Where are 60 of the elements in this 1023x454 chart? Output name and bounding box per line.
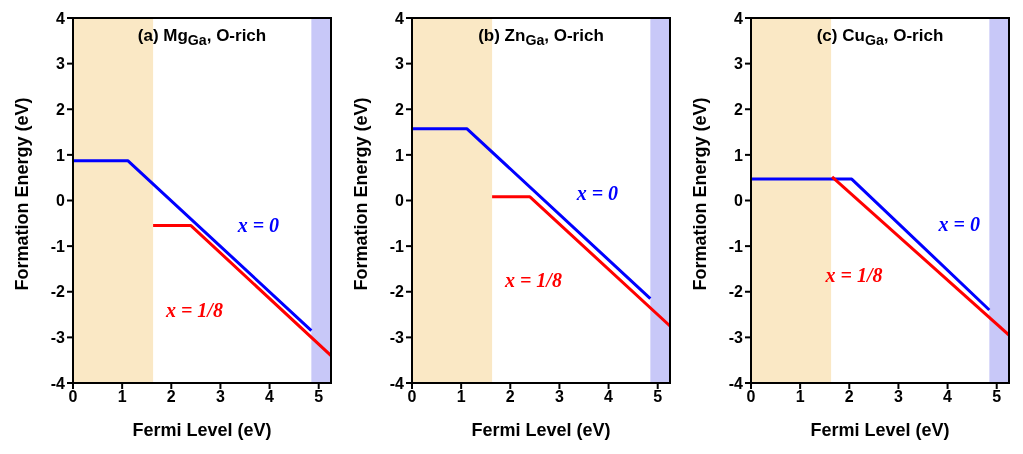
y-tick-label: 4 [734,9,744,27]
x-axis-title: Fermi Level (eV) [132,420,272,440]
y-tick-label: -1 [50,237,66,255]
y-tick-label: 4 [56,9,66,27]
y-tick-label: -2 [728,283,744,301]
text: (a) Mg$_{Ga}$, O-rich [136,26,268,49]
y-tick-label: -4 [50,374,66,392]
y-tick-label: 0 [395,192,405,210]
x-tick-label: 3 [215,388,225,406]
y-axis-title: Formation Energy (eV) [351,97,372,291]
y-axis-title: Formation Energy (eV) [12,97,33,291]
y-tick-label: 3 [56,55,66,73]
y-tick-label: 2 [395,100,405,118]
x-tick-label: 0 [746,388,756,406]
y-tick-label: -1 [389,237,405,255]
series-label: x = 1/8 [165,298,223,322]
x-tick-label: 3 [554,388,564,406]
y-tick-label: 1 [56,146,66,164]
x-axis-title: Fermi Level (eV) [810,420,950,440]
y-tick-label: 0 [734,192,744,210]
y-tick-label: -2 [389,283,405,301]
x-tick-label: 5 [314,388,324,406]
y-tick-label: 4 [395,9,405,27]
series-label: x = 0 [938,212,980,236]
series-label: x = 0 [237,213,280,237]
y-tick-label: 1 [734,146,744,164]
x-tick-label: 4 [943,388,953,406]
x-tick-label: 5 [653,388,663,406]
y-tick-label: 3 [734,55,744,73]
y-tick-label: 1 [395,146,405,164]
x-tick-label: 0 [407,388,417,406]
y-tick-label: -3 [50,329,66,347]
x-tick-label: 4 [265,388,275,406]
x-tick-label: 4 [604,388,614,406]
x-tick-label: 5 [992,388,1002,406]
x-tick-label: 1 [456,388,466,406]
x-axis-title: Fermi Level (eV) [471,420,611,440]
x-tick-label: 2 [166,388,176,406]
x-tick-label: 3 [893,388,903,406]
y-tick-label: 0 [56,192,66,210]
text: (b) Zn$_{Ga}$, O-rich [477,26,605,49]
y-tick-label: 2 [734,100,744,118]
x-tick-label: 1 [795,388,805,406]
x-tick-label: 2 [505,388,515,406]
series-label: x = 1/8 [825,263,883,287]
x-tick-label: 0 [68,388,78,406]
y-tick-label: -4 [728,374,744,392]
y-tick-label: -1 [728,237,744,255]
y-tick-label: 3 [395,55,405,73]
series-label: x = 0 [576,181,619,205]
y-tick-label: -3 [389,329,405,347]
y-tick-label: -2 [50,283,66,301]
x-tick-label: 1 [117,388,127,406]
y-tick-label: 2 [56,100,66,118]
y-tick-label: -3 [728,329,744,347]
y-axis-title: Formation Energy (eV) [690,97,711,291]
series-label: x = 1/8 [504,269,562,293]
x-tick-label: 2 [844,388,854,406]
text: (c) Cu$_{Ga}$, O-rich [815,26,945,49]
y-tick-label: -4 [389,374,405,392]
